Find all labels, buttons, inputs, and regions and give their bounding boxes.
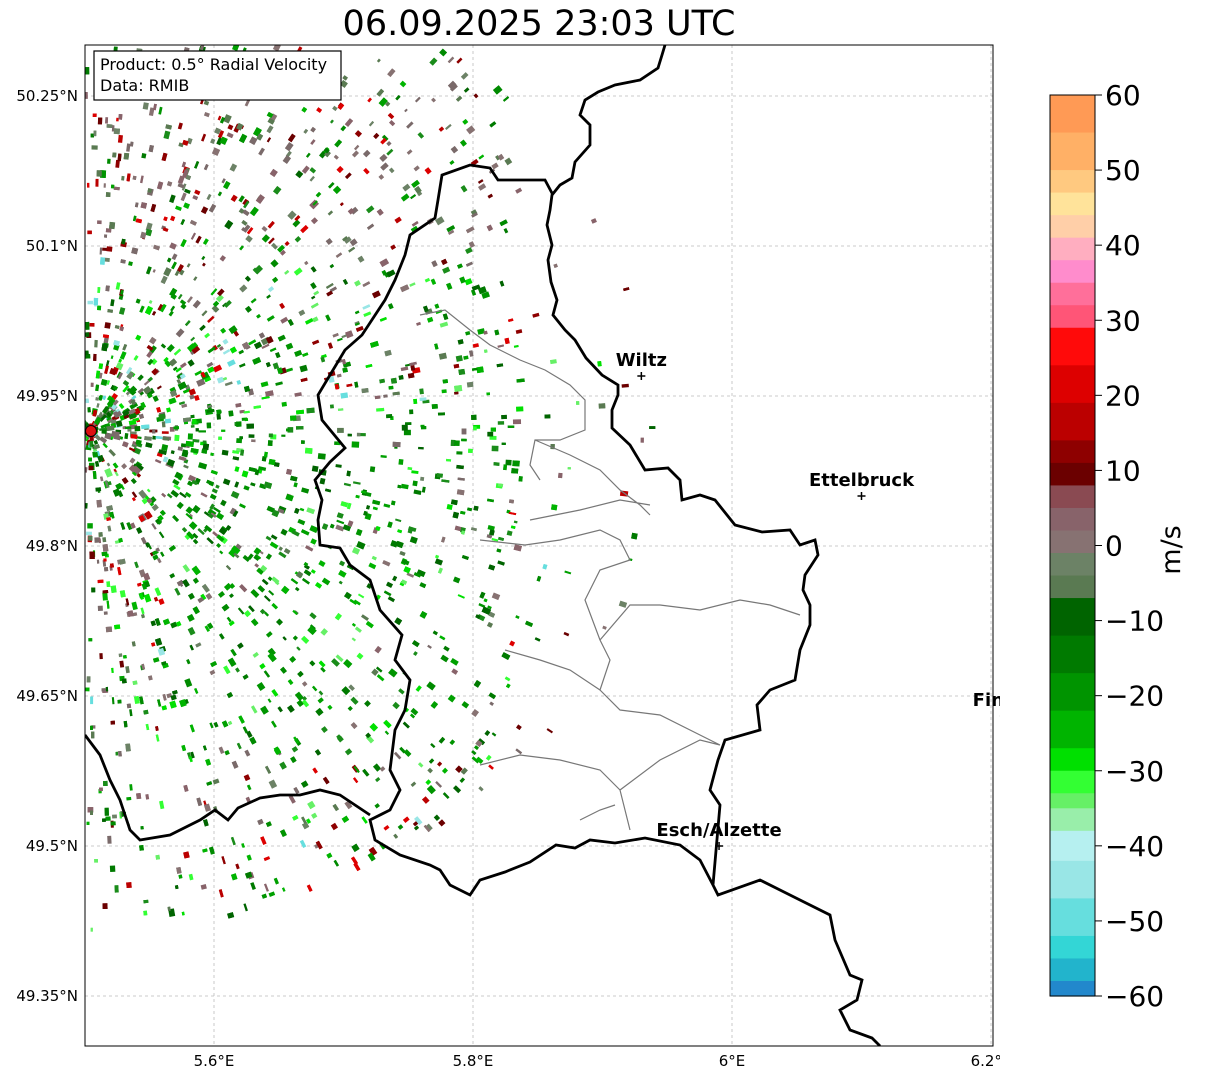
- y-tick-label: 50.1°N: [26, 237, 78, 255]
- y-tick-label: 49.65°N: [16, 687, 78, 705]
- colorbar-band: [1050, 402, 1095, 441]
- colorbar-band: [1050, 507, 1095, 532]
- colorbar-tick-label: −40: [1105, 830, 1164, 863]
- info-product: Product: 0.5° Radial Velocity: [100, 55, 327, 74]
- city-marker-cross: [715, 842, 724, 850]
- colorbar-tick-label: −30: [1105, 755, 1164, 788]
- x-tick-label: 6.2°E: [971, 1052, 1000, 1070]
- x-axis-ticks: 5.6°E5.8°E6°E6.2°E6.4°E6.6°E: [194, 1052, 1000, 1070]
- colorbar-band: [1050, 282, 1095, 306]
- city-label: Esch/Alzette: [656, 820, 781, 841]
- colorbar-bands: [1050, 95, 1095, 997]
- city-label: Findel: [973, 690, 1000, 711]
- canton-borders: [419, 309, 801, 831]
- colorbar-band: [1050, 365, 1095, 404]
- colorbar-band: [1050, 830, 1095, 862]
- info-box: Product: 0.5° Radial Velocity Data: RMIB: [93, 50, 342, 101]
- colorbar: 60 50 40 30 20 10 0 −10 −20 −30 −40 −50 −60 m/s: [1049, 80, 1187, 1013]
- y-tick-label: 49.95°N: [16, 387, 78, 405]
- colorbar-unit-label: m/s: [1156, 525, 1187, 574]
- colorbar-tick-label: 40: [1105, 229, 1141, 262]
- city-marker-cross: [857, 492, 866, 500]
- colorbar-band: [1050, 748, 1095, 772]
- colorbar-band: [1050, 260, 1095, 284]
- y-axis-ticks: 50.25°N 50.1°N 49.95°N 49.8°N 49.65°N 49.5°N 4…: [16, 87, 78, 1005]
- colorbar-band: [1050, 170, 1095, 194]
- colorbar-band: [1050, 770, 1095, 794]
- colorbar-band: [1050, 710, 1095, 749]
- map-frame: [84, 44, 994, 1047]
- colorbar-band: [1050, 553, 1095, 577]
- colorbar-band: [1050, 530, 1095, 554]
- colorbar-band: [1050, 980, 1095, 997]
- city-marker-cross: [637, 372, 646, 380]
- colorbar-band: [1050, 935, 1095, 960]
- colorbar-tick-label: −10: [1105, 605, 1164, 638]
- colorbar-tick-label: 10: [1105, 454, 1141, 487]
- colorbar-band: [1050, 958, 1095, 982]
- colorbar-band: [1050, 860, 1095, 899]
- y-tick-label: 50.25°N: [16, 87, 78, 105]
- borders: [85, 45, 881, 1046]
- map-title: 06.09.2025 23:03 UTC: [342, 4, 736, 44]
- colorbar-band: [1050, 598, 1095, 637]
- y-tick-label: 49.8°N: [26, 537, 78, 555]
- colorbar-band: [1050, 793, 1095, 809]
- city-label: Wiltz: [616, 350, 667, 371]
- y-tick-label: 49.35°N: [16, 987, 78, 1005]
- colorbar-tick-label: 60: [1105, 80, 1141, 112]
- colorbar-band: [1050, 192, 1095, 216]
- x-tick-label: 5.6°E: [194, 1052, 235, 1070]
- radar-map: Wiltz Ettelbruck Findel Esch/Alzette 5.6°E 5…: [16, 44, 1000, 1070]
- colorbar-band: [1050, 95, 1095, 134]
- x-tick-label: 6°E: [719, 1052, 746, 1070]
- colorbar-tick-label: 50: [1105, 154, 1141, 187]
- velocity-echoes: [85, 45, 656, 932]
- y-tick-label: 49.5°N: [26, 837, 78, 855]
- colorbar-band: [1050, 485, 1095, 509]
- info-data-source: Data: RMIB: [100, 76, 189, 95]
- colorbar-tick-label: −60: [1105, 980, 1164, 1013]
- colorbar-band: [1050, 132, 1095, 171]
- colorbar-band: [1050, 673, 1095, 712]
- colorbar-band: [1050, 215, 1095, 239]
- colorbar-band: [1050, 327, 1095, 366]
- colorbar-tick-label: 0: [1105, 530, 1123, 563]
- colorbar-tick-label: 20: [1105, 379, 1141, 412]
- colorbar-band: [1050, 575, 1095, 599]
- colorbar-tick-label: −50: [1105, 905, 1164, 938]
- colorbar-tick-label: 30: [1105, 304, 1141, 337]
- colorbar-band: [1050, 462, 1095, 487]
- colorbar-band: [1050, 635, 1095, 674]
- colorbar-tick-label: −20: [1105, 680, 1164, 713]
- colorbar-band: [1050, 808, 1095, 832]
- colorbar-ticks: 60 50 40 30 20 10 0 −10 −20 −30 −40 −50 −60: [1095, 80, 1164, 1013]
- colorbar-band: [1050, 305, 1095, 329]
- radar-site-marker: [84, 425, 97, 437]
- colorbar-band: [1050, 440, 1095, 464]
- colorbar-band: [1050, 237, 1095, 261]
- country-border: [85, 45, 881, 1046]
- x-tick-label: 5.8°E: [453, 1052, 494, 1070]
- city-label: Ettelbruck: [809, 470, 915, 491]
- colorbar-band: [1050, 898, 1095, 937]
